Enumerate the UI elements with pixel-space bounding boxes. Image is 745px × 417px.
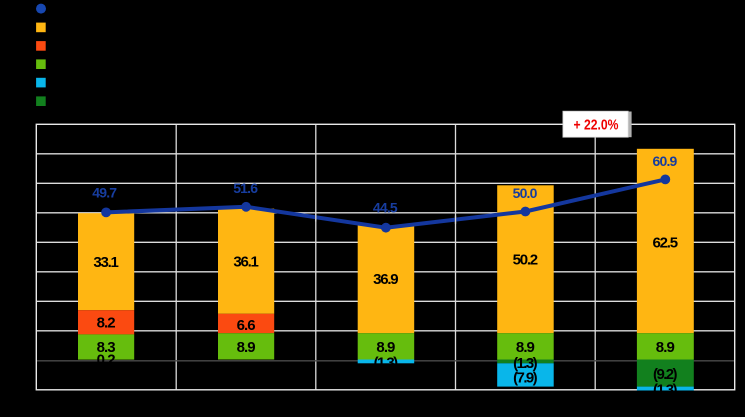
- svg-text:51.6: 51.6: [233, 180, 258, 196]
- svg-text:(9.2): (9.2): [653, 366, 678, 383]
- svg-text:0.2: 0.2: [97, 352, 116, 369]
- svg-text:(1.3): (1.3): [513, 355, 538, 372]
- svg-text:8.9: 8.9: [656, 339, 675, 356]
- svg-text:8.3: 8.3: [97, 339, 116, 356]
- svg-text:50.2: 50.2: [513, 252, 539, 269]
- svg-text:(1.3): (1.3): [653, 381, 678, 398]
- svg-text:8.9: 8.9: [516, 339, 535, 356]
- svg-text:8.9: 8.9: [237, 339, 256, 356]
- svg-text:44.5: 44.5: [373, 200, 398, 216]
- svg-text:49.7: 49.7: [92, 185, 117, 201]
- svg-text:+ 22.0%: + 22.0%: [574, 118, 619, 134]
- svg-text:62.5: 62.5: [653, 234, 679, 251]
- svg-text:(1.3): (1.3): [374, 355, 399, 372]
- svg-text:8.9: 8.9: [376, 339, 395, 356]
- svg-text:50.0: 50.0: [513, 185, 538, 201]
- svg-text:8.2: 8.2: [97, 315, 116, 332]
- svg-text:60.9: 60.9: [653, 153, 678, 169]
- svg-text:36.9: 36.9: [373, 271, 399, 288]
- svg-text:(7.9): (7.9): [513, 370, 538, 387]
- svg-text:6.6: 6.6: [237, 317, 256, 334]
- svg-text:36.1: 36.1: [233, 254, 259, 271]
- svg-text:33.1: 33.1: [93, 254, 119, 271]
